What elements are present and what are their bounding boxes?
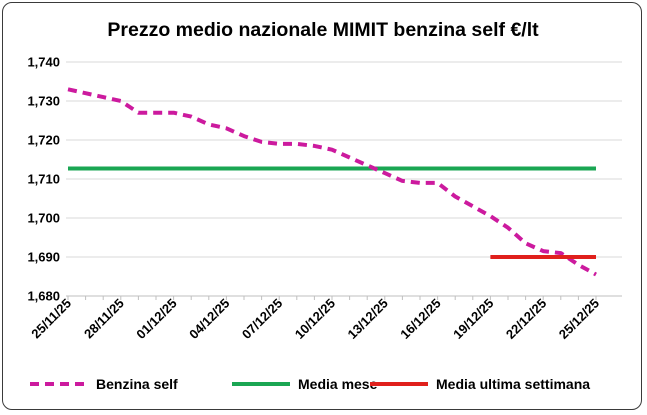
x-tick-label: 16/12/25 — [397, 296, 443, 342]
x-tick-label: 13/12/25 — [345, 296, 391, 342]
y-tick-label: 1,730 — [27, 94, 60, 109]
series-line-benzina-self — [67, 87, 597, 277]
y-tick-label: 1,740 — [27, 55, 60, 70]
x-axis: 25/11/25 28/11/25 01/12/25 04/12/25 07/12/25… — [28, 295, 622, 342]
legend-label: Media ultima settimana — [436, 376, 590, 392]
x-tick-label: 04/12/25 — [186, 296, 232, 342]
x-tick-label: 25/12/25 — [556, 296, 602, 342]
y-tick-label: 1,680 — [27, 289, 60, 304]
x-tick-label: 07/12/25 — [239, 296, 285, 342]
chart-title: Prezzo medio nazionale MIMIT benzina sel… — [107, 19, 539, 41]
x-tick-label: 19/12/25 — [450, 296, 496, 342]
y-tick-label: 1,700 — [27, 211, 60, 226]
gridlines — [66, 61, 622, 297]
y-tick-label: 1,690 — [27, 250, 60, 265]
y-tick-label: 1,720 — [27, 133, 60, 148]
legend-label: Benzina self — [96, 376, 178, 392]
legend-label: Media mese — [298, 376, 378, 392]
series-lines — [67, 87, 597, 277]
x-tick-label: 22/12/25 — [503, 296, 549, 342]
legend: Benzina self Media mese Media ultima setti… — [30, 376, 590, 392]
x-tick-label: 10/12/25 — [292, 296, 338, 342]
chart-frame — [2, 2, 642, 410]
x-tick-label: 01/12/25 — [133, 296, 179, 342]
y-axis: 1,680 1,690 1,700 1,710 1,720 1,730 1,740 — [27, 55, 60, 304]
y-tick-label: 1,710 — [27, 172, 60, 187]
x-tick-label: 28/11/25 — [81, 296, 127, 342]
